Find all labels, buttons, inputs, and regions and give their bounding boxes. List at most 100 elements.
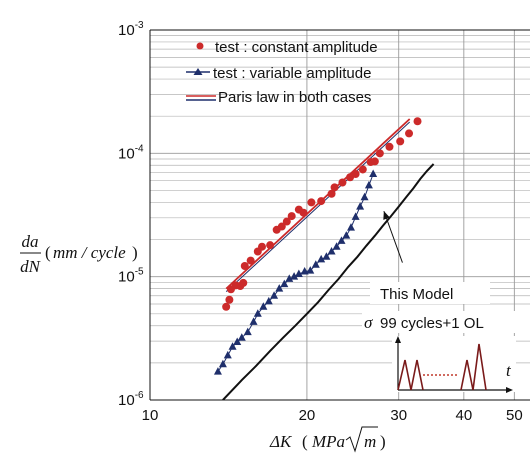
constant-amplitude-point (375, 149, 384, 158)
variable-amplitude-point (228, 342, 237, 350)
variable-amplitude-point (253, 309, 262, 317)
variable-amplitude-point (300, 267, 309, 275)
model-arrowhead (383, 211, 390, 220)
x-label-root: m (364, 432, 376, 451)
loading-label-background (362, 311, 530, 333)
x-label-unit: MPa (311, 432, 345, 451)
y-tick-base: 10 (118, 392, 135, 409)
y-tick-exponent: -4 (135, 143, 144, 154)
variable-amplitude-point (218, 359, 227, 368)
constant-amplitude-point (225, 295, 234, 304)
variable-amplitude-point (223, 350, 232, 359)
model-label: This Model (380, 286, 453, 303)
variable-amplitude-point (306, 266, 315, 274)
constant-amplitude-point (299, 208, 308, 217)
variable-amplitude-point (322, 252, 331, 260)
x-label-root-sign (345, 426, 378, 453)
sigma-symbol: σ (364, 313, 373, 332)
x-axis-label: ΔK ( MPa m ) (269, 426, 386, 453)
variable-amplitude-point (356, 202, 365, 210)
legend-entry-constant: test : constant amplitude (196, 39, 378, 56)
y-tick-base: 10 (118, 22, 135, 39)
variable-amplitude-point (342, 231, 351, 239)
variable-amplitude-point (259, 302, 268, 310)
x-tick-label: 30 (390, 407, 407, 424)
variable-amplitude-point (270, 291, 279, 299)
variable-amplitude-point (369, 169, 378, 177)
variable-amplitude-point (275, 284, 284, 292)
loading-sketch: t (395, 336, 513, 393)
loading-sketch-background (392, 336, 516, 392)
constant-amplitude-point (327, 189, 336, 198)
x-label-paren-close: ) (380, 432, 386, 451)
legend-entry-paris: Paris law in both cases (186, 89, 371, 106)
variable-amplitude-point (327, 246, 336, 255)
model-arrow (383, 210, 403, 263)
legend-label-constant: test : constant amplitude (215, 39, 378, 56)
y-tick-base: 10 (118, 269, 135, 286)
variable-amplitude-point (213, 367, 222, 375)
sketch-overload-cycle (460, 343, 487, 391)
y-tick-label: 10-6 (118, 390, 144, 409)
model-label-background (370, 282, 490, 304)
constant-amplitude-point (396, 137, 405, 146)
sketch-sigma-arrowhead (395, 336, 401, 343)
legend-triangle-marker (193, 68, 203, 75)
variable-amplitude-point (233, 337, 242, 346)
x-label-paren-open: ( (302, 432, 308, 451)
constant-amplitude-point (385, 142, 394, 151)
variable-amplitude-point (311, 260, 320, 268)
y-tick-label: 10-5 (118, 267, 144, 286)
sketch-cycles-left (397, 359, 424, 391)
constant-amplitude-point (413, 117, 422, 126)
constant-amplitude-point (222, 302, 231, 311)
variable-amplitude-point (360, 192, 369, 201)
variable-amplitude-point (351, 212, 360, 220)
y-label-unit: mm / cycle (53, 243, 126, 262)
plot-frame (149, 29, 530, 401)
constant-amplitude-point (405, 129, 414, 138)
paris-law-line (225, 118, 411, 290)
constant-amplitude-point (370, 157, 379, 166)
legend-entry-variable: test : variable amplitude (186, 65, 371, 82)
x-tick-labels: 10 20 30 40 50 (142, 407, 523, 424)
variable-amplitude-point (332, 242, 341, 250)
legend: test : constant amplitude test : variabl… (186, 39, 378, 106)
constant-amplitude-point (257, 242, 266, 251)
legend-label-variable: test : variable amplitude (213, 65, 371, 82)
constant-amplitude-point (266, 241, 275, 250)
variable-amplitude-point (280, 279, 289, 288)
legend-label-paris: Paris law in both cases (218, 89, 371, 106)
x-label-delta: ΔK (269, 432, 293, 451)
y-tick-exponent: -3 (135, 20, 144, 31)
variable-amplitude-point (317, 254, 326, 263)
y-tick-exponent: -5 (135, 267, 144, 278)
variable-amplitude-point (290, 272, 299, 280)
constant-amplitude-point (287, 212, 296, 221)
x-tick-label: 50 (506, 407, 523, 424)
constant-amplitude-point (239, 278, 248, 287)
model-annotation: This Model σ 99 cycles+1 OL t (362, 210, 530, 393)
y-label-paren-open: ( (45, 243, 51, 262)
variable-amplitude-point (249, 317, 258, 325)
variable-amplitude-line (217, 173, 374, 372)
constant-amplitude-point (330, 183, 339, 192)
y-tick-base: 10 (118, 145, 135, 162)
constant-amplitude-point (338, 178, 347, 187)
loading-label: 99 cycles+1 OL (380, 315, 484, 332)
sketch-time-arrowhead (506, 387, 513, 393)
variable-amplitude-point (294, 269, 303, 278)
constant-amplitude-point (277, 222, 286, 231)
constant-amplitude-point (358, 165, 367, 174)
constant-amplitude-point (351, 169, 360, 178)
variable-amplitude-point (237, 333, 246, 341)
y-label-paren-close: ) (132, 243, 138, 262)
constant-amplitude-point (240, 262, 249, 271)
constant-amplitude-point (246, 256, 255, 265)
constant-amplitude-point (282, 217, 291, 226)
legend-circle-marker (196, 42, 204, 50)
x-tick-label: 40 (455, 407, 472, 424)
variable-amplitude-point (264, 296, 273, 305)
y-label-numerator: da (22, 232, 39, 251)
